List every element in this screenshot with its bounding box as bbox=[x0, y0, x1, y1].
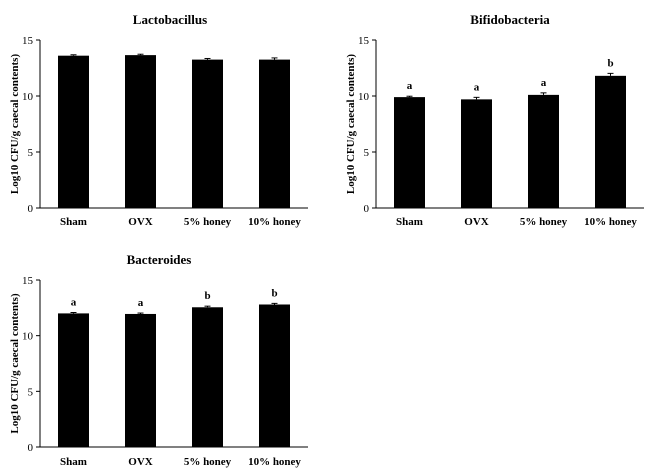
category-label: OVX bbox=[464, 216, 489, 228]
bar bbox=[192, 59, 223, 208]
significance-label: a bbox=[407, 80, 413, 92]
category-label: Sham bbox=[60, 216, 87, 228]
significance-label: a bbox=[541, 77, 547, 89]
chart-panel-1: Lactobacillus Log10 CFU/g caecal contents… bbox=[9, 12, 308, 228]
bar bbox=[125, 313, 156, 447]
y-tick-label: 5 bbox=[364, 147, 370, 159]
bar bbox=[259, 59, 290, 208]
category-label: 10% honey bbox=[584, 216, 637, 228]
significance-label: a bbox=[474, 81, 480, 93]
y-axis-label: Log10 CFU/g caecal contents) bbox=[9, 54, 21, 195]
bar bbox=[125, 55, 156, 209]
category-label: 5% honey bbox=[520, 216, 568, 228]
significance-label: a bbox=[138, 297, 144, 309]
significance-label: b bbox=[271, 287, 277, 299]
category-label: Sham bbox=[60, 456, 87, 468]
category-label: 10% honey bbox=[248, 216, 301, 228]
category-label: OVX bbox=[128, 216, 153, 228]
chart-title: Bacteroides bbox=[127, 252, 192, 267]
bar bbox=[528, 94, 559, 208]
y-tick-label: 10 bbox=[358, 91, 370, 103]
bar bbox=[461, 99, 492, 208]
y-axis-label: Log10 CFU/g caecal contents) bbox=[9, 293, 21, 434]
significance-label: b bbox=[607, 57, 613, 69]
y-tick-label: 10 bbox=[22, 331, 34, 343]
y-tick-label: 5 bbox=[28, 386, 34, 398]
bar bbox=[394, 97, 425, 208]
significance-label: a bbox=[71, 297, 77, 309]
bar bbox=[259, 304, 290, 447]
y-tick-label: 0 bbox=[28, 203, 34, 215]
bar bbox=[595, 75, 626, 208]
category-label: 5% honey bbox=[184, 456, 232, 468]
y-tick-label: 0 bbox=[364, 203, 370, 215]
y-tick-label: 15 bbox=[22, 35, 34, 47]
y-tick-label: 0 bbox=[28, 442, 34, 454]
y-axis-label: Log10 CFU/g caecal contents) bbox=[345, 54, 357, 195]
category-label: 5% honey bbox=[184, 216, 232, 228]
category-label: 10% honey bbox=[248, 456, 301, 468]
category-label: OVX bbox=[128, 456, 153, 468]
bar bbox=[192, 307, 223, 447]
chart-title: Lactobacillus bbox=[133, 12, 207, 27]
bar bbox=[58, 313, 89, 447]
bar bbox=[58, 55, 89, 209]
significance-label: b bbox=[204, 290, 210, 302]
category-label: Sham bbox=[396, 216, 423, 228]
chart-title: Bifidobacteria bbox=[470, 12, 550, 27]
y-tick-label: 15 bbox=[22, 275, 34, 287]
chart-panel-3: Bacteroides Log10 CFU/g caecal contents) 0… bbox=[9, 252, 308, 468]
y-tick-label: 5 bbox=[28, 147, 34, 159]
y-tick-label: 10 bbox=[22, 91, 34, 103]
chart-panel-2: Bifidobacteria Log10 CFU/g caecal content… bbox=[345, 12, 644, 228]
y-tick-label: 15 bbox=[358, 35, 370, 47]
